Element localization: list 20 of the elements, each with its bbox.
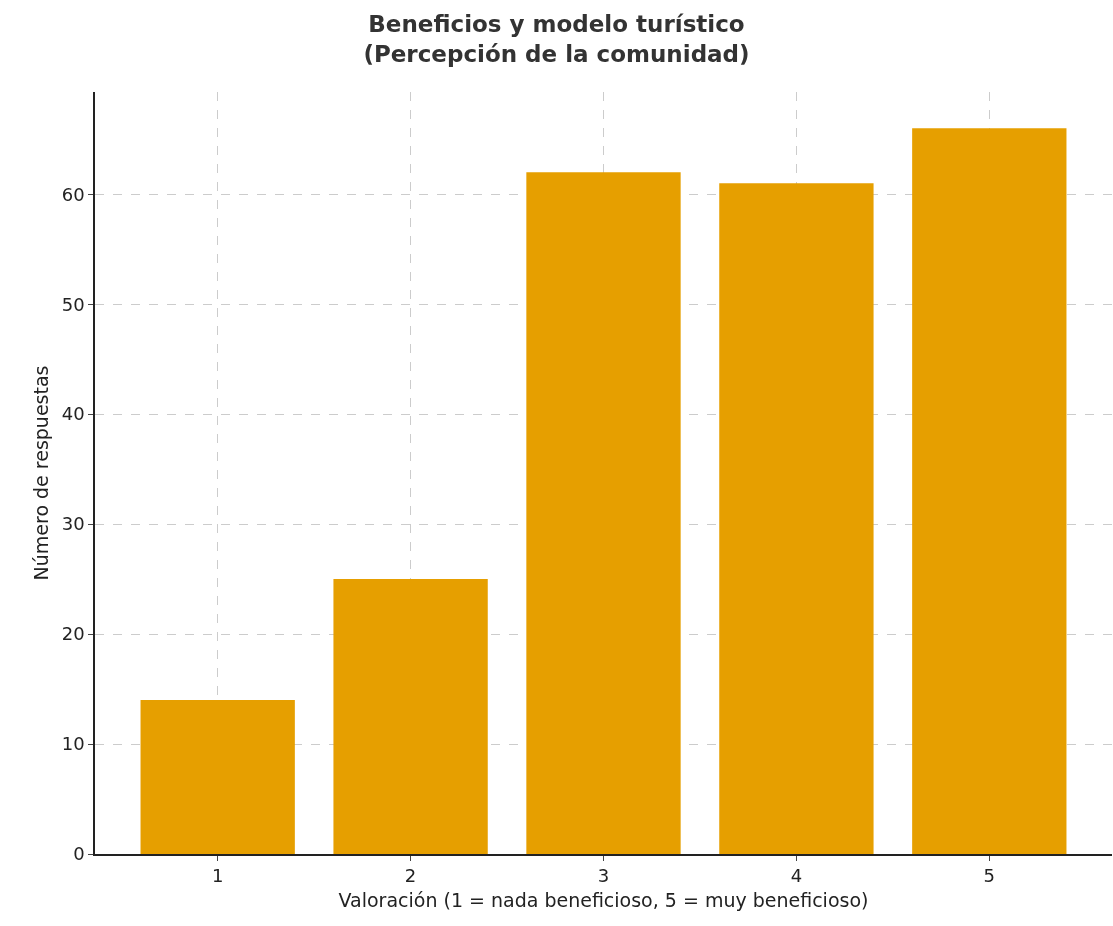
y-tick-label: 0 [73, 843, 85, 865]
x-tick-label: 1 [211, 865, 224, 887]
x-axis-title: Valoración (1 = nada beneficioso, 5 = muy beneficioso) [338, 888, 869, 911]
bar [140, 700, 295, 854]
x-tick-label: 3 [597, 865, 610, 887]
y-tick-label: 30 [61, 513, 85, 535]
y-tick-label: 50 [61, 293, 85, 315]
y-axis-title: Número de respuestas [30, 365, 53, 581]
y-tick-label: 20 [61, 623, 85, 645]
bar [526, 172, 681, 854]
y-tick-label: 60 [61, 183, 85, 205]
bar [333, 579, 488, 854]
x-tick-label: 2 [404, 865, 417, 887]
y-tick-label: 40 [61, 403, 85, 425]
x-tick-label: 5 [983, 865, 996, 887]
x-tick-label: 4 [790, 865, 803, 887]
chart-title: Beneficios y modelo turístico (Percepción de la comunidad) [363, 11, 750, 68]
y-tick-label: 10 [61, 733, 85, 755]
bar [912, 128, 1067, 854]
bar [719, 183, 874, 854]
